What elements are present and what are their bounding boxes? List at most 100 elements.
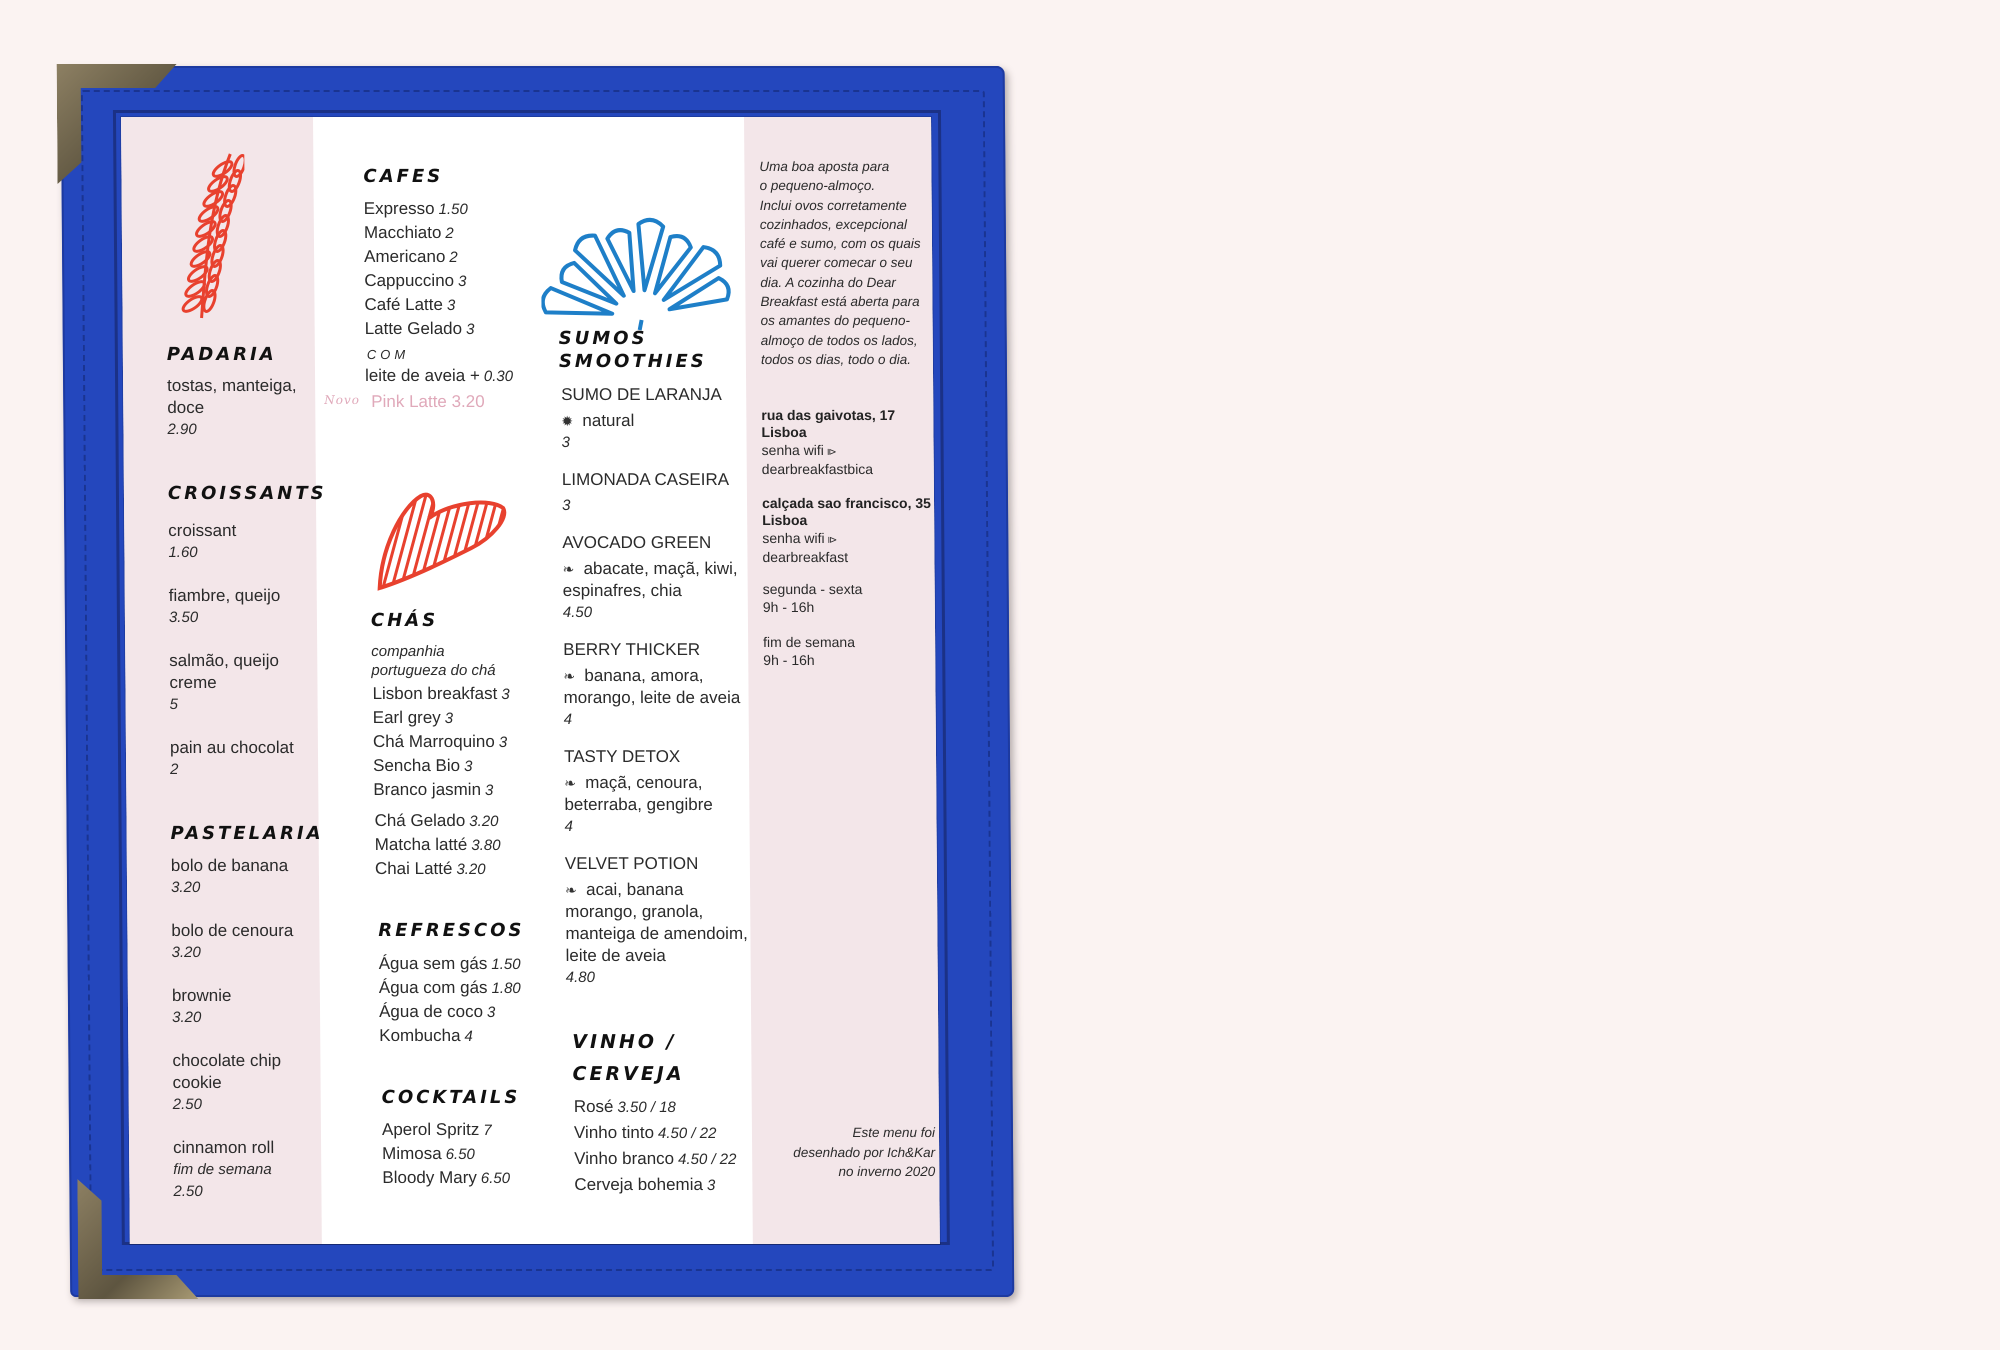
monstera-lobe [605, 228, 636, 294]
item-price: 2 [449, 249, 458, 266]
section-title-line: SUMOS [558, 328, 648, 349]
item-price: 3 [444, 710, 454, 727]
addon-name: leite de aveia + [364, 366, 480, 385]
wheat-grain [223, 184, 238, 208]
leaf-stripe [388, 494, 421, 588]
item-name: Vinho branco [574, 1149, 675, 1168]
section-title-line: VINHO / [572, 1031, 677, 1053]
wifi-row: senha wifi ⧐ [762, 442, 937, 461]
item-name: Expresso [363, 199, 435, 218]
intro-line: os amantes do pequeno- [760, 313, 911, 329]
new-label: Novo [324, 393, 361, 407]
item-description-text: natural [582, 411, 635, 430]
wheat-grain [192, 235, 215, 253]
item-price: 3.80 [471, 837, 501, 854]
opening-hours: segunda - sexta 9h - 16h fim de semana 9h -… [763, 580, 939, 686]
hours-block: fim de semana 9h - 16h [763, 633, 938, 669]
item-name: AVOCADO GREEN [562, 533, 712, 552]
item-name: Água com gás [378, 978, 488, 997]
chas-list: Lisbon breakfast 3 Earl grey 3 Chá Marroquin… [372, 682, 510, 802]
sumos-list: SUMO DE LARANJA ✹ natural 3 LIMONADA CASEIRA… [561, 380, 766, 1000]
location: calçada sao francisco, 35 Lisboa senha wif… [762, 495, 938, 566]
addon-item: leite de aveia +0.30 [365, 365, 513, 388]
item-name: cinnamon roll [173, 1138, 275, 1157]
croissants-list: croissant 1.60 fiambre, queijo 3.50 salmão, … [168, 520, 320, 802]
item-name: Chá Gelado [374, 811, 466, 830]
item-name: Matcha latté [374, 835, 468, 854]
item-price: 4 [563, 711, 573, 728]
tea-brand: companhia portugueza do chá [371, 642, 496, 680]
wheat-grain [195, 220, 217, 238]
item-name: fiambre, queijo [168, 586, 281, 605]
menu-item: croissant 1.60 [168, 520, 318, 564]
item-price: 3.50 / 18 [617, 1099, 676, 1116]
menu-item: Kombucha 4 [379, 1024, 521, 1048]
menu-item: fiambre, queijo 3.50 [169, 585, 319, 629]
item-name: TASTY DETOX [563, 747, 681, 766]
item-name: Chai Latté [374, 859, 453, 878]
leaf-stripe [424, 494, 457, 588]
addon-price: 0.30 [483, 368, 514, 385]
menu-item: Chá Marroquino 3 [373, 730, 510, 754]
menu-item: Americano 2 [364, 245, 474, 269]
item-description-text: maçã, cenoura, [585, 773, 703, 792]
item-description: ❧ acai, banana [565, 879, 765, 901]
item-name: bolo de banana [170, 856, 289, 875]
new-item-pink-latte: Pink Latte 3.20 [371, 392, 485, 411]
intro-line: Uma boa aposta para [759, 159, 890, 174]
item-description: ❧ banana, amora, [563, 665, 763, 687]
menu-item: VELVET POTION ❧ acai, banana morango, grano… [565, 849, 766, 989]
menu-item: cinnamon roll fim de semana 2.50 [173, 1137, 324, 1203]
wheat-leaves [181, 154, 246, 313]
item-name: chocolate chip [172, 1051, 282, 1070]
item-price: 3 [561, 434, 570, 451]
refrescos-list: Água sem gás 1.50 Água com gás 1.80 Água de … [379, 952, 522, 1048]
monstera-stem [637, 319, 644, 331]
item-name: salmão, queijo [169, 651, 279, 670]
menu-item: Earl grey 3 [373, 706, 510, 730]
item-description-text: morango, leite de aveia [563, 688, 741, 707]
item-price: 3.20 [171, 944, 201, 961]
section-title-vinho: VINHO / CERVEJA [572, 1026, 685, 1090]
monstera-lobe [559, 260, 619, 306]
section-title-croissants: CROISSANTS [167, 483, 327, 504]
item-name: tostas, manteiga, [167, 376, 297, 395]
cafes-list: Expresso 1.50 Macchiato 2 Americano 2 Cappucci… [364, 197, 475, 341]
intro-line: almoço de todos os lados, [760, 332, 918, 348]
item-name: Aperol Spritz [381, 1120, 480, 1139]
menu-item: Café Latte 3 [364, 293, 474, 317]
item-name: BERRY THICKER [563, 640, 701, 659]
credit-line: Este menu foi [852, 1125, 936, 1140]
item-price: 5 [169, 696, 179, 713]
item-price: 3.20 [172, 1009, 202, 1026]
item-name: Rosé [573, 1097, 614, 1116]
wheat-grain [232, 154, 246, 178]
item-description-text: banana, amora, [584, 666, 704, 685]
item-name: Kombucha [379, 1026, 461, 1045]
item-description-text: espinafres, chia [562, 581, 682, 600]
monstera-lobe [573, 233, 626, 298]
menu-item: SUMO DE LARANJA ✹ natural 3 [561, 380, 762, 454]
striped-leaf-illustration [377, 492, 507, 591]
menu-item: Mimosa 6.50 [382, 1142, 510, 1166]
wheat-grain [218, 199, 233, 223]
item-description: ❧ abacate, maçã, kiwi, [562, 558, 762, 580]
item-name: Vinho tinto [573, 1123, 655, 1142]
item-description: ✹ natural [561, 410, 761, 432]
item-name: Lisbon breakfast [372, 684, 498, 703]
menu-item: Branco jasmin 3 [373, 778, 510, 802]
menu-item: BERRY THICKER ❧ banana, amora, morango, lei… [563, 635, 764, 731]
menu-item: TASTY DETOX ❧ maçã, cenoura, beterraba, gen… [564, 742, 765, 838]
item-price: 3.50 [168, 609, 199, 626]
item-price: 1.50 [438, 201, 468, 218]
wheat-grain [202, 289, 217, 313]
section-title-pastelaria: PASTELARIA [170, 823, 324, 844]
item-name: Sencha Bio [373, 756, 461, 775]
menu-item: salmão, queijo creme 5 [169, 650, 320, 716]
hours-days: fim de semana [763, 634, 856, 650]
leaf-icon: ❧ [564, 775, 577, 791]
item-price: 3 [498, 734, 508, 751]
monstera-leaf-illustration [540, 217, 731, 331]
com-label: COM [366, 347, 410, 362]
